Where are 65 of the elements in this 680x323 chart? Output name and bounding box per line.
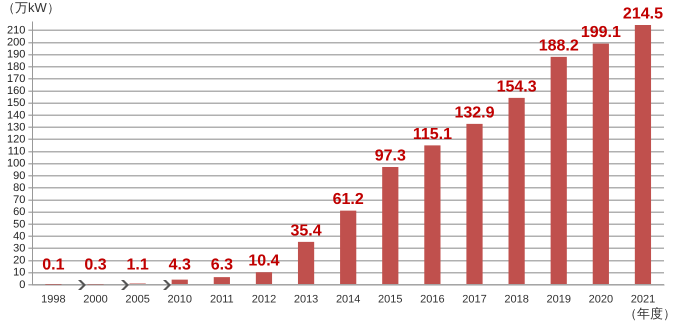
x-tick-label: 2013 (294, 293, 318, 306)
data-label: 61.2 (332, 191, 364, 208)
x-tick-label: 2020 (588, 293, 614, 306)
data-label: 6.3 (210, 256, 234, 274)
x-axis-title: （年度） (624, 306, 676, 322)
y-tick-label: 130 (6, 121, 26, 134)
bar (634, 25, 652, 284)
data-label: 1.1 (126, 256, 149, 274)
x-tick-label: 1998 (41, 293, 66, 306)
y-tick-label: 90 (13, 170, 26, 182)
y-tick-label: 50 (13, 218, 26, 230)
data-label: 35.4 (290, 222, 322, 240)
y-tick-label: 20 (13, 254, 26, 267)
y-tick-label: 140 (6, 109, 26, 122)
bar (298, 242, 314, 284)
y-tick-label: 210 (6, 24, 26, 37)
x-tick-label: 2018 (504, 293, 529, 306)
bar (382, 166, 398, 284)
x-tick-label: 2017 (462, 293, 487, 306)
data-label: 132.9 (454, 104, 495, 122)
y-tick-label: 170 (6, 72, 26, 85)
y-tick-label: 80 (13, 182, 26, 194)
y-tick-label: 120 (6, 134, 26, 146)
x-tick-label: 2014 (336, 293, 360, 306)
x-tick-label: 2019 (546, 293, 571, 306)
data-label: 188.2 (538, 37, 579, 54)
y-tick-label: 30 (13, 242, 26, 254)
bar (256, 272, 272, 284)
data-label: 10.4 (248, 252, 280, 270)
y-tick-label: 110 (8, 146, 26, 158)
x-tick-label: 2000 (83, 293, 108, 306)
y-tick-label: 200 (6, 36, 26, 49)
y-tick-label: 40 (13, 230, 26, 242)
bar (424, 145, 440, 284)
y-tick-label: 100 (6, 158, 26, 170)
x-tick-label: 2016 (420, 293, 445, 306)
x-tick-label: 2021 (630, 293, 656, 306)
bar (466, 124, 483, 284)
y-tick-label: 60 (13, 206, 26, 218)
bar (214, 277, 230, 284)
y-tick-label: 70 (13, 194, 26, 206)
x-tick-label: 2005 (125, 293, 150, 306)
x-tick-label: 2012 (252, 293, 276, 306)
y-axis-title: （万kW） (2, 0, 60, 16)
y-tick-label: 0 (19, 278, 26, 291)
y-tick-label: 180 (6, 60, 26, 73)
data-label: 214.5 (622, 5, 664, 22)
bar (550, 56, 567, 284)
data-label: 4.3 (168, 256, 191, 274)
data-label: 154.3 (496, 78, 537, 96)
bar (508, 98, 525, 284)
y-tick-label: 160 (6, 85, 26, 98)
data-label: 0.3 (84, 256, 107, 274)
bar (340, 210, 356, 284)
y-tick-label: 150 (6, 97, 26, 110)
data-label: 97.3 (374, 147, 406, 164)
x-tick-label: 2015 (378, 293, 403, 306)
data-label: 199.1 (580, 24, 621, 42)
y-tick-label: 10 (13, 266, 26, 279)
x-tick-label: 2011 (210, 293, 234, 306)
x-tick-label: 2010 (167, 293, 192, 306)
data-label: 115.1 (412, 126, 452, 143)
data-label: 0.1 (42, 256, 65, 274)
bar (592, 44, 609, 284)
y-tick-label: 190 (6, 48, 26, 61)
